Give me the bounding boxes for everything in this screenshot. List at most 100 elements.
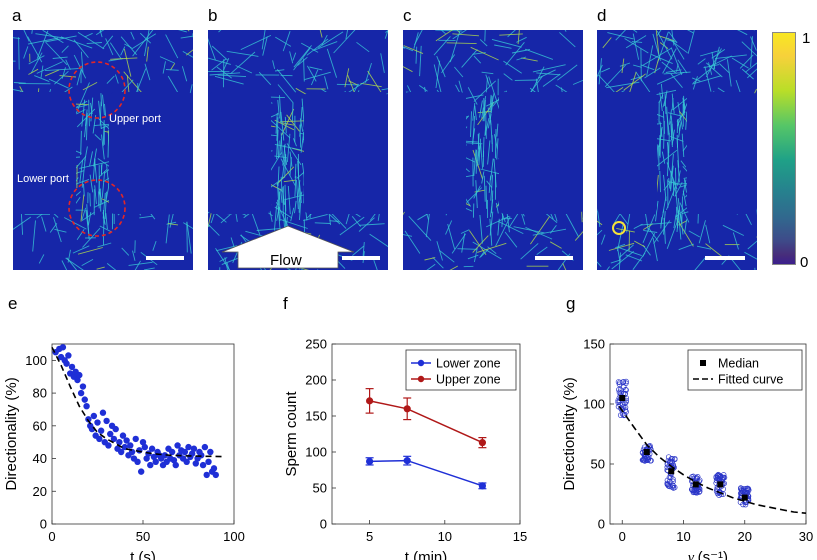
fibre-strand (274, 69, 285, 72)
fibre-strand (663, 174, 667, 201)
fibre-strand (101, 171, 106, 198)
fibre-strand (483, 175, 486, 202)
fibre-strand (618, 252, 621, 270)
fibre-strand (633, 223, 643, 230)
fibre-strand (89, 151, 93, 167)
fibre-strand (708, 62, 713, 75)
data-point (668, 474, 674, 480)
fibre-strand (671, 153, 674, 177)
fibre-strand (360, 82, 382, 88)
fibre-strand (616, 222, 624, 252)
fibre-strand (432, 256, 444, 269)
fibre-strand (98, 100, 102, 130)
fibre-strand (516, 36, 527, 43)
fibre-strand (513, 226, 545, 234)
fibre-strand (293, 48, 311, 71)
fibre-strand (659, 92, 663, 112)
data-point (670, 485, 677, 491)
fibre-strand (655, 200, 659, 222)
fibre-strand (678, 243, 694, 251)
fibre-strand (230, 51, 256, 75)
fibre-strand (262, 36, 268, 56)
fibre-strand (491, 38, 522, 48)
fibre-strand (292, 52, 297, 61)
fibre-strand (314, 222, 331, 224)
x-tick-label: 50 (136, 529, 150, 544)
median-marker (717, 481, 724, 488)
fibre-strand (81, 259, 94, 266)
fibre-strand (677, 198, 682, 222)
fibre-strand (642, 47, 672, 66)
fibre-strand (746, 68, 757, 79)
fibre-strand (380, 53, 385, 73)
fibre-strand (345, 30, 349, 39)
fibre-strand (74, 156, 87, 170)
fibre-strand (413, 32, 419, 49)
fibre-strand (317, 269, 319, 270)
fibre-strand (633, 64, 642, 68)
fibre-strand (745, 62, 757, 73)
fibre-strand (300, 131, 305, 153)
fibre-strand (671, 93, 675, 114)
fibre-strand (258, 71, 272, 86)
panel-c-image (403, 30, 583, 270)
fibre-strand (436, 241, 443, 261)
fibre-strand (281, 153, 286, 180)
fibre-strand (623, 73, 646, 91)
fibre-strand (479, 39, 488, 47)
data-point (99, 409, 107, 416)
fibre-strand (286, 133, 291, 163)
fibre-strand (403, 45, 424, 55)
fibre-strand (120, 46, 126, 56)
fibre-strand (744, 251, 757, 260)
fibre-strand (648, 227, 659, 242)
fibre-strand (272, 60, 276, 69)
fibre-strand (211, 45, 228, 61)
data-point (694, 474, 701, 480)
data-point (667, 458, 673, 465)
x-axis-unit: (s⁻¹) (698, 549, 728, 560)
fibre-strand (696, 245, 712, 250)
fibre-strand (617, 247, 621, 264)
fibre-strand (359, 223, 385, 226)
data-point (74, 376, 81, 384)
fibre-strand (672, 177, 675, 192)
fibre-strand (307, 65, 317, 82)
fibre-strand (739, 54, 754, 69)
fibre-strand (678, 121, 682, 138)
data-point (172, 461, 179, 469)
fibre-strand (572, 79, 583, 85)
y-tick-label: 0 (40, 517, 47, 532)
fibre-strand (283, 179, 296, 183)
microscopy-panel-a: Upper port Lower port (13, 30, 193, 270)
fibre-strand (282, 143, 286, 166)
fibre-strand (479, 100, 483, 118)
fibre-strand (54, 228, 67, 233)
fibre-strand (144, 63, 151, 81)
fibre-strand (373, 259, 378, 270)
fibre-strand (86, 42, 102, 45)
data-point (696, 488, 703, 495)
fibre-strand (277, 140, 280, 159)
data-point (183, 458, 190, 466)
fibre-strand (276, 117, 279, 141)
flow-arrow-icon (221, 225, 355, 269)
fibre-strand (72, 245, 90, 254)
microscopy-panel-d (597, 30, 757, 270)
fibre-strand (615, 30, 627, 41)
fibre-strand (676, 138, 680, 168)
fibre-strand (301, 98, 305, 128)
fibre-strand (384, 30, 388, 39)
data-point (478, 482, 486, 490)
fibre-strand (756, 236, 757, 238)
fibre-strand (549, 241, 562, 249)
fibre-strand (466, 187, 483, 204)
fibre-strand (333, 30, 356, 54)
fibre-strand (718, 63, 730, 74)
x-tick-label: 100 (223, 529, 245, 544)
data-point (85, 416, 92, 423)
legend-label: Lower zone (436, 357, 501, 371)
fibre-strand (96, 266, 105, 270)
fibre-strand (124, 43, 132, 49)
fibre-strand (293, 45, 312, 68)
